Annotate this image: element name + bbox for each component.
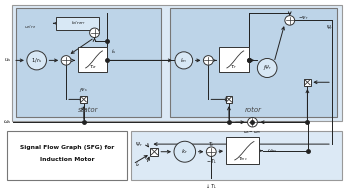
Text: $k_r/r_\sigma r_r$: $k_r/r_\sigma r_r$ — [71, 19, 85, 27]
Bar — [225, 96, 232, 103]
Circle shape — [247, 118, 257, 127]
Text: $\tau_{mc}$: $\tau_{mc}$ — [238, 155, 248, 163]
Circle shape — [61, 56, 71, 65]
Circle shape — [285, 16, 295, 25]
Circle shape — [257, 58, 277, 78]
Text: $\Psi_r$: $\Psi_r$ — [135, 140, 143, 149]
Text: $l_m$: $l_m$ — [180, 56, 187, 65]
Text: $u_s$: $u_s$ — [4, 56, 11, 64]
Bar — [12, 5, 342, 121]
Text: $-\Psi_r$: $-\Psi_r$ — [298, 15, 308, 22]
Text: $\tau_r$: $\tau_r$ — [230, 63, 237, 71]
Bar — [219, 47, 248, 72]
Text: Signal Flow Graph (SFG) for: Signal Flow Graph (SFG) for — [20, 145, 114, 150]
Text: stator: stator — [78, 107, 99, 113]
Text: $k_r$: $k_r$ — [181, 147, 188, 156]
Text: $j\Psi_r$: $j\Psi_r$ — [262, 63, 272, 73]
Circle shape — [206, 147, 216, 157]
Text: $i_s$: $i_s$ — [111, 47, 117, 56]
Bar — [16, 8, 161, 118]
Text: $u_\sigma/r_\sigma$: $u_\sigma/r_\sigma$ — [24, 23, 36, 31]
Circle shape — [90, 28, 99, 38]
Text: $\omega_s$: $\omega_s$ — [2, 118, 11, 126]
Text: $\downarrow T_L$: $\downarrow T_L$ — [205, 182, 218, 191]
Bar — [78, 47, 107, 72]
Circle shape — [174, 141, 196, 162]
Circle shape — [27, 51, 47, 70]
Circle shape — [203, 56, 213, 65]
Bar — [80, 96, 87, 103]
Text: $\tau_\sigma$: $\tau_\sigma$ — [89, 63, 96, 71]
Circle shape — [175, 52, 192, 69]
Text: $T_e$: $T_e$ — [208, 140, 215, 149]
Text: $\omega_m$: $\omega_m$ — [267, 147, 277, 155]
Text: $\omega_s-\omega_m$: $\omega_s-\omega_m$ — [243, 130, 261, 136]
Bar — [304, 79, 311, 85]
Text: $i_z$: $i_z$ — [135, 160, 140, 168]
Bar — [56, 17, 99, 30]
Text: Induction Motor: Induction Motor — [40, 157, 94, 162]
Bar — [131, 131, 342, 180]
Bar — [170, 8, 337, 118]
Text: $j\Psi_s$: $j\Psi_s$ — [79, 86, 88, 94]
Text: rotor: rotor — [245, 107, 262, 113]
Text: $1/r_s$: $1/r_s$ — [31, 56, 42, 65]
Text: $-T_L$: $-T_L$ — [206, 157, 217, 166]
Text: $\Psi_r$: $\Psi_r$ — [327, 24, 334, 32]
Bar — [226, 137, 259, 164]
Bar — [7, 131, 127, 180]
Bar — [150, 148, 158, 156]
